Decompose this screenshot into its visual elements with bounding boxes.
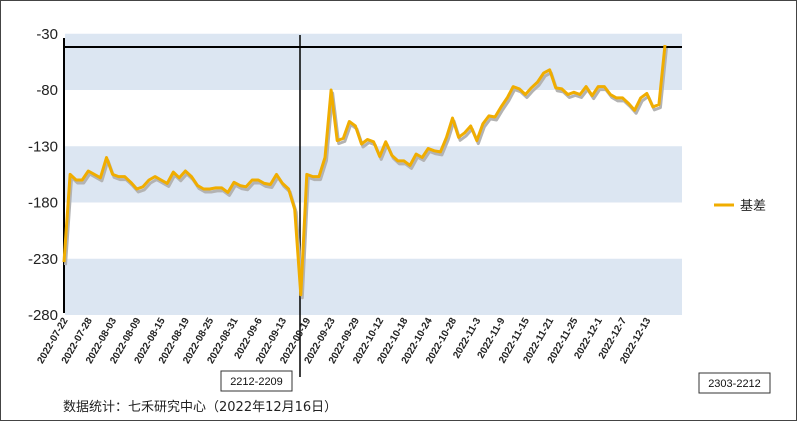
annotation-box-right: 2303-2212 (698, 372, 771, 394)
legend: 基差 (714, 199, 766, 214)
y-tick-labels: -30 -80 -130 -180 -230 -280 (28, 26, 58, 324)
background-bands (65, 33, 682, 315)
y-tick-label: -30 (36, 26, 58, 43)
y-tick-label: -130 (28, 138, 58, 155)
annotation-right-label: 2303-2212 (708, 378, 761, 390)
y-tick-label: -230 (28, 251, 58, 268)
band-2 (65, 258, 682, 315)
y-tick-label: -280 (28, 307, 58, 324)
x-tick-labels: 2022-07-222022-07-282022-08-032022-08-09… (35, 316, 653, 366)
y-tick-label: -180 (28, 195, 58, 212)
annotation-left-label: 2212-2209 (230, 376, 283, 388)
legend-label: 基差 (740, 199, 766, 214)
y-tick-label: -80 (36, 82, 58, 99)
source-note: 数据统计：七禾研究中心（2022年12月16日） (63, 400, 338, 415)
band-0 (65, 33, 682, 90)
annotation-box-left: 2212-2209 (220, 370, 293, 392)
series-line-basis (62, 44, 667, 297)
band-1 (65, 146, 682, 203)
